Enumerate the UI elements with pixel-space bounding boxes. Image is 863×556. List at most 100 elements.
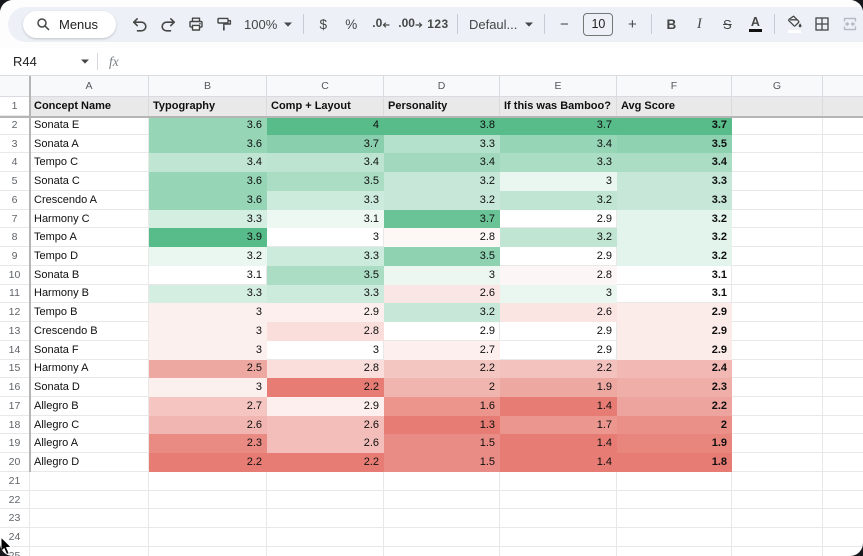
cell[interactable] <box>823 135 863 154</box>
paint-format-button[interactable] <box>210 11 238 38</box>
row-header-25[interactable]: 25 <box>0 546 30 556</box>
row-header-1[interactable]: 1 <box>0 97 30 116</box>
cell[interactable]: 3.3 <box>500 153 617 173</box>
cell[interactable] <box>732 228 823 248</box>
cell[interactable] <box>732 265 823 285</box>
cell[interactable]: 2.9 <box>617 303 732 323</box>
cell[interactable] <box>823 547 863 556</box>
cell[interactable] <box>823 491 863 510</box>
cell[interactable]: 2.6 <box>267 415 384 435</box>
cell[interactable]: 3.3 <box>149 209 267 229</box>
cell[interactable]: If this was Bamboo? <box>500 97 617 116</box>
cell[interactable]: 3.3 <box>267 247 384 266</box>
cell[interactable]: 3 <box>149 303 267 323</box>
cell[interactable]: 3 <box>149 378 267 398</box>
zoom-dropdown[interactable]: 100% <box>238 11 298 38</box>
cell[interactable] <box>30 528 149 547</box>
cell[interactable]: 3.5 <box>384 247 500 266</box>
cell[interactable]: 2.6 <box>149 415 267 435</box>
column-header-partial[interactable] <box>823 76 863 96</box>
cell[interactable]: 3.4 <box>267 153 384 173</box>
format-percent-button[interactable]: % <box>345 16 358 32</box>
cell[interactable]: 2.9 <box>500 209 617 229</box>
cell[interactable]: 3.2 <box>500 190 617 210</box>
cell[interactable]: 2.2 <box>267 453 384 472</box>
cell[interactable]: 3 <box>149 322 267 341</box>
cell[interactable]: 1.8 <box>617 453 732 472</box>
cell[interactable]: 2.9 <box>500 322 617 341</box>
cell[interactable]: Personality <box>384 97 500 116</box>
cell[interactable] <box>823 509 863 529</box>
cell[interactable] <box>823 416 863 435</box>
cell[interactable]: 2.9 <box>500 340 617 360</box>
row-header-23[interactable]: 23 <box>0 509 30 529</box>
cell[interactable]: 2 <box>617 415 732 435</box>
row-header-11[interactable]: 11 <box>0 284 30 304</box>
cell[interactable] <box>732 116 823 135</box>
row-header-21[interactable]: 21 <box>0 471 30 491</box>
cell[interactable]: 3.2 <box>617 247 732 266</box>
cell[interactable] <box>500 490 617 510</box>
cell[interactable]: 2.8 <box>267 322 384 341</box>
cell[interactable]: 2.9 <box>384 322 500 341</box>
row-header-16[interactable]: 16 <box>0 378 30 398</box>
cell[interactable] <box>823 153 863 173</box>
cell[interactable] <box>732 322 823 341</box>
cell[interactable] <box>732 190 823 210</box>
cell[interactable] <box>732 528 823 547</box>
cell[interactable]: 3 <box>149 340 267 360</box>
row-header-10[interactable]: 10 <box>0 265 30 285</box>
name-box[interactable]: R44 <box>13 54 89 69</box>
cell[interactable]: 3.5 <box>267 172 384 191</box>
row-header-8[interactable]: 8 <box>0 228 30 248</box>
cell[interactable] <box>732 247 823 266</box>
cell[interactable]: 1.5 <box>384 453 500 472</box>
cell[interactable]: 4 <box>267 116 384 135</box>
cell[interactable]: 3.6 <box>149 134 267 154</box>
row-header-14[interactable]: 14 <box>0 340 30 360</box>
cell[interactable] <box>732 303 823 323</box>
cell[interactable]: 1.7 <box>500 415 617 435</box>
cell[interactable]: 3.3 <box>267 190 384 210</box>
cell[interactable]: 3.3 <box>617 190 732 210</box>
cell[interactable]: 3.1 <box>149 265 267 285</box>
cell[interactable] <box>823 378 863 398</box>
cell[interactable]: 3.5 <box>267 265 384 285</box>
cell[interactable]: Typography <box>149 97 267 116</box>
cell[interactable]: 2.7 <box>384 340 500 360</box>
cell[interactable]: Harmony B <box>30 284 149 304</box>
cell[interactable] <box>823 266 863 285</box>
cell[interactable]: Allegro B <box>30 397 149 416</box>
row-header-24[interactable]: 24 <box>0 528 30 547</box>
row-header-7[interactable]: 7 <box>0 209 30 229</box>
cell[interactable] <box>267 528 384 547</box>
cell[interactable]: 3 <box>267 228 384 248</box>
cell[interactable] <box>732 153 823 173</box>
cell[interactable] <box>384 490 500 510</box>
cell[interactable]: 3.2 <box>617 209 732 229</box>
decrease-decimal-button[interactable]: .0 <box>365 11 393 38</box>
cell[interactable] <box>823 247 863 266</box>
cell[interactable]: 3.6 <box>149 116 267 135</box>
cell[interactable] <box>823 191 863 210</box>
cell[interactable]: 3.7 <box>500 116 617 135</box>
cell[interactable] <box>823 453 863 472</box>
cell[interactable]: 3.3 <box>384 134 500 154</box>
cell[interactable] <box>617 528 732 547</box>
font-dropdown[interactable]: Defaul... <box>463 11 539 38</box>
cell[interactable] <box>732 397 823 416</box>
cell[interactable] <box>823 116 863 135</box>
cell[interactable]: Crescendo A <box>30 190 149 210</box>
cell[interactable]: Allegro D <box>30 453 149 472</box>
undo-button[interactable] <box>126 11 154 38</box>
cell[interactable]: 3.1 <box>617 284 732 304</box>
cell[interactable] <box>823 97 863 116</box>
cell[interactable]: Sonata F <box>30 340 149 360</box>
cell[interactable]: 3.5 <box>617 134 732 154</box>
cell[interactable] <box>732 546 823 556</box>
cell[interactable] <box>617 471 732 491</box>
row-header-6[interactable]: 6 <box>0 190 30 210</box>
cell[interactable]: 2.2 <box>384 359 500 379</box>
cell[interactable]: 3.2 <box>617 228 732 248</box>
menus-search-button[interactable]: Menus <box>23 10 117 38</box>
